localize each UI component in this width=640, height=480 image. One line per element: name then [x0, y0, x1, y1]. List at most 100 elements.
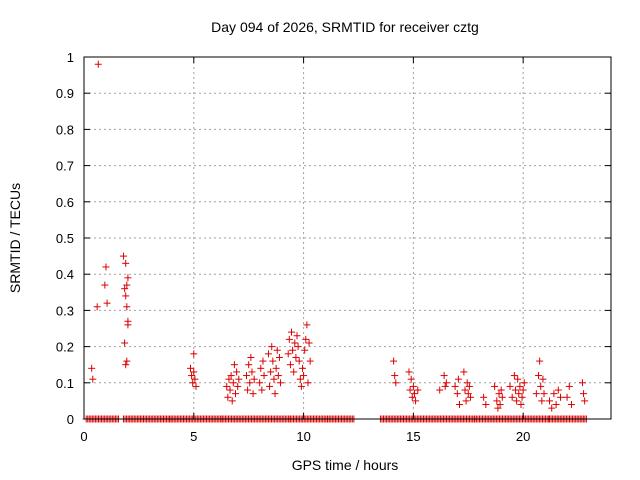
data-point	[186, 364, 194, 372]
data-point	[273, 346, 281, 354]
data-point	[235, 375, 243, 383]
data-point	[578, 379, 586, 387]
data-point	[191, 375, 199, 383]
data-point	[491, 382, 499, 390]
y-tick-label: 0.1	[56, 376, 74, 391]
data-point	[190, 368, 198, 376]
data-point	[230, 361, 238, 369]
axis-ticks: 00.10.20.30.40.50.60.70.80.910 5 10 15 20	[56, 50, 611, 444]
data-point	[495, 390, 503, 398]
data-point	[303, 321, 311, 329]
data-point	[554, 386, 562, 394]
data-point	[580, 390, 588, 398]
data-point	[532, 390, 540, 398]
x-axis-label: GPS time / hours	[292, 457, 399, 473]
x-tick-label: 5	[190, 429, 197, 444]
data-point	[453, 390, 461, 398]
data-point	[121, 339, 129, 347]
data-point	[462, 397, 470, 405]
data-point	[536, 357, 544, 365]
data-point	[103, 299, 111, 307]
data-point	[286, 361, 294, 369]
data-point	[285, 335, 293, 343]
data-point	[552, 401, 560, 409]
data-point	[228, 397, 236, 405]
y-axis-label: SRMTID / TECUs	[7, 183, 23, 293]
data-point	[567, 401, 575, 409]
data-point	[242, 372, 250, 380]
data-point	[260, 372, 268, 380]
data-point	[440, 372, 448, 380]
data-point	[122, 361, 130, 369]
data-point	[405, 368, 413, 376]
data-point	[297, 382, 305, 390]
data-point	[556, 393, 564, 401]
y-tick-label: 0.7	[56, 159, 74, 174]
data-point	[223, 382, 231, 390]
y-tick-label: 0.4	[56, 267, 74, 282]
data-point	[289, 346, 297, 354]
data-point	[412, 397, 420, 405]
data-point	[455, 401, 463, 409]
data-point	[233, 368, 241, 376]
gridlines	[84, 57, 611, 419]
data-point	[565, 382, 573, 390]
data-point	[227, 372, 235, 380]
data-point	[498, 393, 506, 401]
data-point	[406, 386, 414, 394]
data-point	[292, 353, 300, 361]
data-point	[120, 252, 128, 260]
data-point	[493, 397, 501, 405]
data-point	[538, 397, 546, 405]
data-point	[225, 375, 233, 383]
data-point	[460, 368, 468, 376]
data-point	[466, 393, 474, 401]
data-point	[270, 375, 278, 383]
data-point	[414, 386, 422, 394]
data-point	[123, 303, 131, 311]
y-tick-label: 0	[67, 412, 74, 427]
data-point	[267, 368, 275, 376]
data-point	[408, 393, 416, 401]
y-tick-label: 0.9	[56, 86, 74, 101]
data-point	[391, 372, 399, 380]
y-tick-label: 0.3	[56, 303, 74, 318]
data-point	[535, 372, 543, 380]
data-point	[506, 382, 514, 390]
data-point	[407, 375, 415, 383]
data-point	[302, 335, 310, 343]
x-tick-label: 15	[406, 429, 420, 444]
data-point	[496, 401, 504, 409]
data-point	[234, 382, 242, 390]
data-point	[463, 379, 471, 387]
data-point	[250, 375, 258, 383]
data-point	[249, 390, 257, 398]
data-point	[581, 397, 589, 405]
data-point	[537, 382, 545, 390]
x-tick-label: 10	[296, 429, 310, 444]
data-point	[298, 364, 306, 372]
data-point	[269, 357, 277, 365]
data-point	[122, 292, 130, 300]
x-tick-label: 20	[516, 429, 530, 444]
data-point	[304, 379, 312, 387]
data-point	[515, 390, 523, 398]
data-point	[441, 382, 449, 390]
data-point	[514, 375, 522, 383]
data-point	[511, 386, 519, 394]
data-point	[122, 259, 130, 267]
data-point	[390, 357, 398, 365]
data-point	[274, 372, 282, 380]
data-point	[94, 60, 102, 68]
data-point	[190, 350, 198, 358]
data-point	[93, 303, 101, 311]
data-point	[124, 274, 132, 282]
data-point	[102, 263, 110, 271]
data-point	[563, 393, 571, 401]
data-point	[548, 404, 556, 412]
data-point	[248, 368, 256, 376]
data-point	[520, 379, 528, 387]
data-point	[442, 379, 450, 387]
data-point	[461, 386, 469, 394]
y-tick-label: 0.8	[56, 122, 74, 137]
